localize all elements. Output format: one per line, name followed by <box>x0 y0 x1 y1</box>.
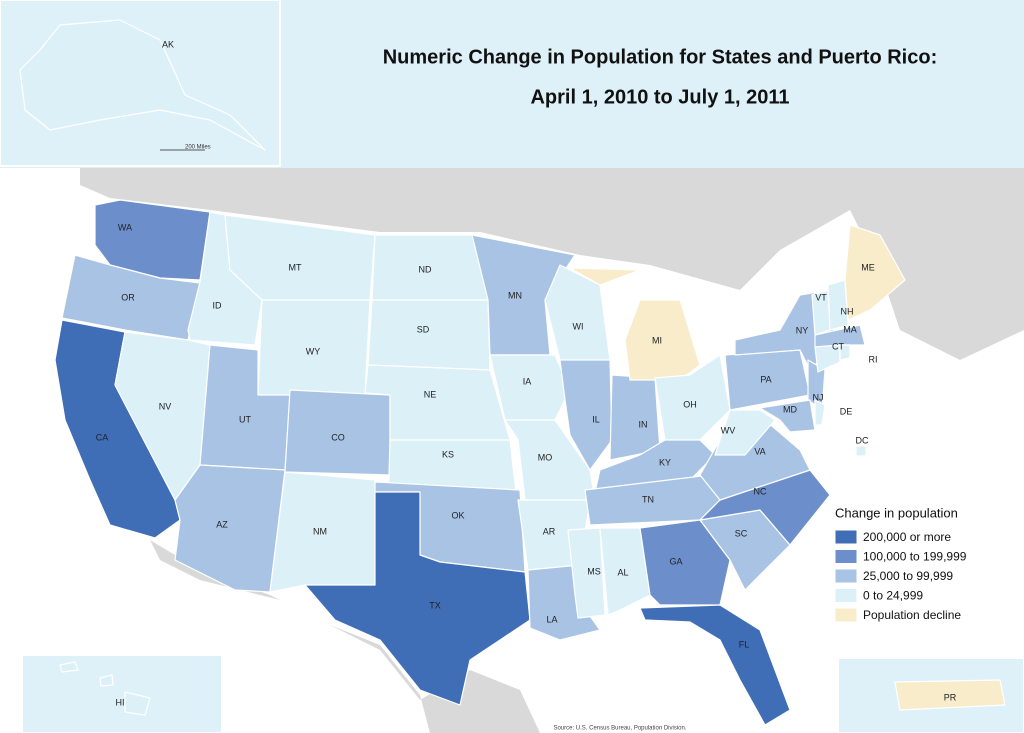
state-label: RI <box>869 354 878 364</box>
state-label: WA <box>118 222 132 232</box>
state-label: MN <box>508 290 522 300</box>
state <box>827 279 849 331</box>
state-label: FL <box>739 639 750 649</box>
state-label: NE <box>424 389 437 399</box>
state-label: MT <box>289 262 302 272</box>
state <box>567 527 606 619</box>
legend-swatch <box>834 568 858 584</box>
title-line1: Numeric Change in Population for States … <box>383 46 938 68</box>
state-label: NJ <box>813 392 824 402</box>
state-label: AZ <box>216 519 228 529</box>
legend-swatch <box>834 607 858 623</box>
state <box>544 264 611 361</box>
legend-label: 100,000 to 199,999 <box>863 550 967 564</box>
state-label: MA <box>843 324 857 334</box>
state-label: CO <box>331 432 345 442</box>
state-label: MI <box>652 335 662 345</box>
state-label: TX <box>429 600 441 610</box>
state-label: WV <box>721 425 736 435</box>
state <box>599 527 651 616</box>
legend-label: Population decline <box>863 608 961 622</box>
state-label: GA <box>669 556 682 566</box>
state <box>814 344 841 373</box>
states <box>19 19 1006 726</box>
state-label: MD <box>783 404 797 414</box>
state-label: LA <box>546 614 557 624</box>
state-label: ND <box>419 264 432 274</box>
state-label: HI <box>116 697 125 707</box>
state-label: PR <box>944 692 957 702</box>
state-label: IA <box>523 376 532 386</box>
state <box>19 19 266 151</box>
state-label: MS <box>587 566 601 576</box>
state-label: CA <box>96 432 109 442</box>
state-label: WY <box>306 346 321 356</box>
state <box>814 399 826 426</box>
state-label: NV <box>159 401 172 411</box>
state-label: VA <box>754 446 765 456</box>
state-label: AL <box>617 567 628 577</box>
state <box>894 679 1006 711</box>
state <box>367 299 491 371</box>
state-label: NY <box>796 325 809 335</box>
state <box>855 445 867 457</box>
state-label: SC <box>735 528 748 538</box>
state-label: UT <box>239 414 251 424</box>
state-label: OH <box>683 399 697 409</box>
state-label: OR <box>121 292 135 302</box>
legend-label: 25,000 to 99,999 <box>863 569 953 583</box>
inset-hi <box>21 654 223 733</box>
legend-label: 0 to 24,999 <box>863 589 923 603</box>
state-label: KY <box>659 457 671 467</box>
scale-label: 200 Miles <box>185 145 211 151</box>
state-label: IN <box>639 419 648 429</box>
legend-swatch <box>834 588 858 603</box>
state-label: CT <box>832 341 844 351</box>
state-label: WI <box>573 321 584 331</box>
legend: Change in population 200,000 or more 100,… <box>834 505 967 623</box>
state-label: MO <box>538 452 553 462</box>
state-label: AR <box>543 526 556 536</box>
state-label: TN <box>642 494 654 504</box>
state-labels: WA OR CA ID NV MT WY UT AZ CO NM ND SD NE KS OK TX MN IA MO… <box>96 39 957 707</box>
state <box>759 399 816 433</box>
state-label: NM <box>313 526 327 536</box>
state <box>844 224 906 321</box>
legend-swatch <box>834 549 858 564</box>
state-label: ID <box>213 300 223 310</box>
state-label: AK <box>162 39 174 49</box>
state-label: IL <box>592 414 600 424</box>
legend-swatch <box>834 529 858 545</box>
state-label: PA <box>760 374 771 384</box>
state-label: VT <box>815 292 827 302</box>
state <box>304 491 531 706</box>
state-label: OK <box>451 510 464 520</box>
source: Source: U.S. Census Bureau, Population D… <box>553 726 686 732</box>
canada <box>80 168 1024 360</box>
state-label: KS <box>442 449 454 459</box>
state-label: NH <box>841 306 854 316</box>
state-label: NC <box>754 486 767 496</box>
state <box>489 354 571 421</box>
state <box>839 344 851 361</box>
state <box>94 199 211 281</box>
state-label: DC <box>856 435 869 445</box>
state <box>59 661 151 716</box>
legend-label: 200,000 or more <box>863 530 951 544</box>
state <box>639 604 791 726</box>
state-label: DE <box>840 406 853 416</box>
legend-title: Change in population <box>835 505 958 520</box>
title-line2: April 1, 2010 to July 1, 2011 <box>530 86 789 108</box>
state <box>814 324 866 348</box>
state-label: SD <box>417 324 430 334</box>
state-label: ME <box>861 262 875 272</box>
state <box>559 359 613 471</box>
